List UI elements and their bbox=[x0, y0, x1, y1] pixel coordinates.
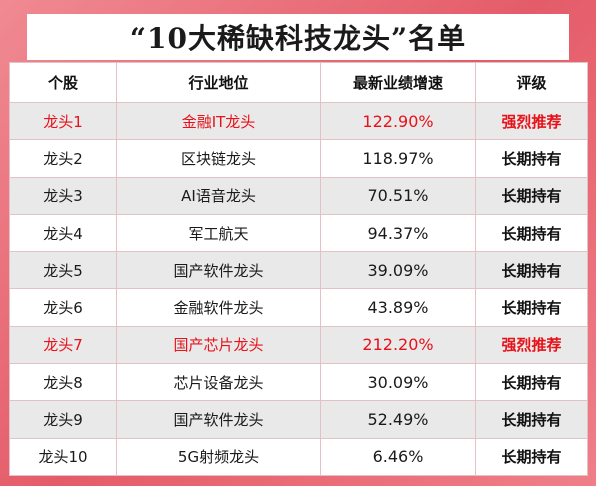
page-title: “10大稀缺科技龙头”名单 bbox=[129, 22, 467, 55]
growth-cell: 122.90% bbox=[320, 101, 476, 141]
growth-cell: 39.09% bbox=[320, 251, 476, 290]
table-row: 龙头1 金融IT龙头 122.90% 强烈推荐 bbox=[9, 101, 588, 141]
table-row: 龙头4 军工航天 94.37% 长期持有 bbox=[9, 213, 588, 253]
ranking-table-container: 个股 行业地位 最新业绩增速 评级 龙头1 金融IT龙头 122.90% 强烈推… bbox=[9, 62, 588, 476]
stock-cell: 龙头4 bbox=[9, 213, 117, 253]
rating-cell: 长期持有 bbox=[475, 437, 588, 476]
stock-cell: 龙头5 bbox=[9, 251, 117, 290]
position-cell: 国产芯片龙头 bbox=[116, 325, 321, 365]
position-cell: 芯片设备龙头 bbox=[116, 363, 321, 402]
rating-cell: 强烈推荐 bbox=[475, 325, 588, 365]
header-rating: 评级 bbox=[475, 62, 588, 103]
rating-cell: 长期持有 bbox=[475, 213, 588, 253]
position-cell: AI语音龙头 bbox=[116, 176, 321, 215]
stock-cell: 龙头7 bbox=[9, 325, 117, 365]
table-row: 龙头10 5G射频龙头 6.46% 长期持有 bbox=[9, 437, 588, 476]
rating-cell: 长期持有 bbox=[475, 139, 588, 178]
table-header-row: 个股 行业地位 最新业绩增速 评级 bbox=[9, 62, 588, 103]
table-row: 龙头5 国产软件龙头 39.09% 长期持有 bbox=[9, 251, 588, 290]
stock-cell: 龙头6 bbox=[9, 288, 117, 327]
position-cell: 国产软件龙头 bbox=[116, 400, 321, 439]
rating-cell: 强烈推荐 bbox=[475, 101, 588, 141]
growth-cell: 94.37% bbox=[320, 213, 476, 253]
growth-cell: 70.51% bbox=[320, 176, 476, 215]
title-banner: “10大稀缺科技龙头”名单 bbox=[27, 14, 569, 60]
table-row: 龙头3 AI语音龙头 70.51% 长期持有 bbox=[9, 176, 588, 215]
rating-cell: 长期持有 bbox=[475, 251, 588, 290]
growth-cell: 6.46% bbox=[320, 437, 476, 476]
stock-cell: 龙头10 bbox=[9, 437, 117, 476]
position-cell: 区块链龙头 bbox=[116, 139, 321, 178]
rating-cell: 长期持有 bbox=[475, 400, 588, 439]
header-position: 行业地位 bbox=[116, 62, 321, 103]
growth-cell: 30.09% bbox=[320, 363, 476, 402]
header-growth: 最新业绩增速 bbox=[320, 62, 476, 103]
growth-cell: 52.49% bbox=[320, 400, 476, 439]
table-row: 龙头8 芯片设备龙头 30.09% 长期持有 bbox=[9, 363, 588, 402]
table-row: 龙头9 国产软件龙头 52.49% 长期持有 bbox=[9, 400, 588, 439]
table-row: 龙头6 金融软件龙头 43.89% 长期持有 bbox=[9, 288, 588, 327]
stock-cell: 龙头2 bbox=[9, 139, 117, 178]
stock-cell: 龙头9 bbox=[9, 400, 117, 439]
stock-cell: 龙头8 bbox=[9, 363, 117, 402]
position-cell: 军工航天 bbox=[116, 213, 321, 253]
position-cell: 5G射频龙头 bbox=[116, 437, 321, 476]
position-cell: 金融软件龙头 bbox=[116, 288, 321, 327]
growth-cell: 118.97% bbox=[320, 139, 476, 178]
table-row: 龙头2 区块链龙头 118.97% 长期持有 bbox=[9, 139, 588, 178]
rating-cell: 长期持有 bbox=[475, 288, 588, 327]
position-cell: 金融IT龙头 bbox=[116, 101, 321, 141]
position-cell: 国产软件龙头 bbox=[116, 251, 321, 290]
growth-cell: 43.89% bbox=[320, 288, 476, 327]
stock-cell: 龙头3 bbox=[9, 176, 117, 215]
growth-cell: 212.20% bbox=[320, 325, 476, 365]
table-row: 龙头7 国产芯片龙头 212.20% 强烈推荐 bbox=[9, 325, 588, 365]
rating-cell: 长期持有 bbox=[475, 363, 588, 402]
ranking-table: 个股 行业地位 最新业绩增速 评级 龙头1 金融IT龙头 122.90% 强烈推… bbox=[9, 62, 588, 476]
rating-cell: 长期持有 bbox=[475, 176, 588, 215]
header-stock: 个股 bbox=[9, 62, 117, 103]
stock-cell: 龙头1 bbox=[9, 101, 117, 141]
